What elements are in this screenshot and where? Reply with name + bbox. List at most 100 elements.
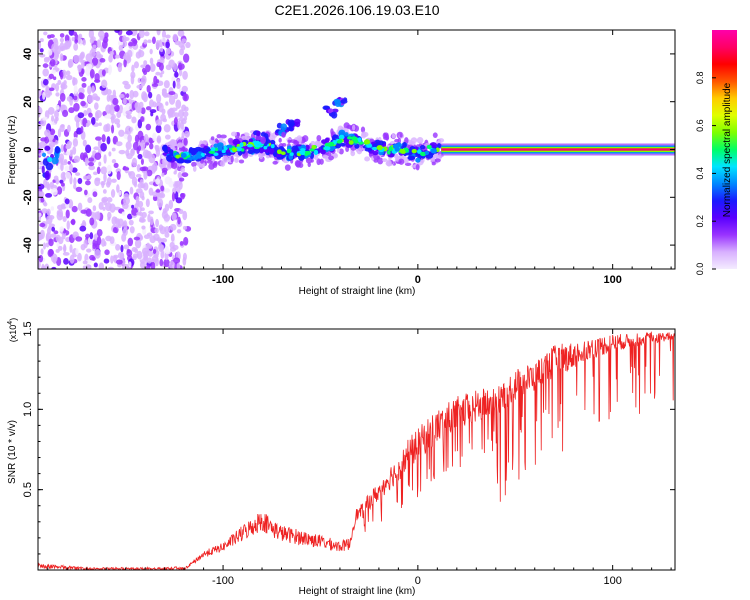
colorbar-bar: [712, 30, 737, 269]
track-halo-blob: [216, 134, 222, 139]
noise-blob: [143, 60, 148, 66]
track-core-blob: [180, 152, 187, 158]
noise-blob: [178, 209, 184, 215]
noise-blob: [92, 171, 98, 176]
noise-blob: [159, 244, 165, 252]
noise-blob: [111, 216, 118, 226]
noise-blob: [114, 54, 121, 59]
noise-blob: [62, 109, 69, 118]
noise-blob: [122, 227, 128, 236]
noise-blob: [77, 177, 83, 185]
snr-multiplier-close: ): [8, 318, 18, 321]
noise-blob: [57, 79, 62, 85]
track-blob: [378, 140, 384, 146]
noise-blob: [83, 175, 89, 180]
noise-blob: [177, 171, 183, 179]
noise-blob: [85, 180, 91, 186]
noise-blob: [148, 187, 154, 196]
noise-blob: [156, 135, 162, 144]
noise-blob: [118, 93, 125, 99]
noise-blob: [183, 116, 188, 121]
noise-blob: [60, 162, 64, 172]
track-halo-blob: [166, 162, 172, 170]
noise-blob: [59, 226, 65, 232]
track-blob: [419, 145, 426, 150]
noise-blob: [99, 58, 106, 63]
noise-blob: [94, 177, 101, 182]
noise-blob: [84, 157, 89, 167]
noise-blob: [171, 107, 178, 112]
noise-cluster-blob: [47, 156, 53, 163]
noise-blob: [137, 145, 142, 152]
noise-blob: [118, 129, 125, 137]
noise-blob: [47, 34, 52, 39]
spectrogram-y-axis-label: Frequency (Hz): [7, 116, 18, 185]
noise-blob: [43, 57, 50, 63]
snr-background: [38, 329, 675, 570]
track-halo-blob: [398, 158, 405, 165]
noise-blob: [141, 211, 147, 218]
noise-blob: [87, 94, 94, 104]
noise-blob: [100, 166, 108, 175]
noise-blob: [72, 77, 78, 86]
noise-blob: [156, 30, 161, 36]
track-blob: [232, 138, 240, 146]
track-core-blob: [338, 134, 345, 140]
noise-blob: [89, 217, 95, 226]
noise-blob: [93, 146, 100, 151]
track-blob: [253, 147, 261, 154]
noise-blob: [106, 94, 111, 102]
noise-blob: [89, 68, 95, 79]
noise-blob: [144, 150, 152, 159]
track-core-blob: [175, 154, 180, 159]
upper-branch-blob: [327, 109, 333, 114]
noise-blob: [131, 116, 137, 124]
track-halo-blob: [198, 161, 206, 169]
noise-blob: [77, 252, 82, 262]
track-core-blob: [226, 144, 233, 149]
noise-blob: [107, 266, 114, 269]
track-blob: [372, 150, 379, 156]
noise-blob: [103, 241, 107, 247]
noise-cluster-blob: [51, 156, 59, 165]
noise-blob: [40, 137, 48, 142]
noise-blob: [77, 112, 85, 119]
noise-blob: [42, 242, 47, 250]
noise-blob: [158, 62, 164, 71]
noise-blob: [130, 30, 138, 37]
track-halo-blob: [305, 157, 313, 164]
noise-blob: [100, 181, 106, 186]
noise-blob: [155, 218, 159, 228]
track-blob: [338, 129, 346, 137]
noise-blob: [75, 172, 81, 176]
noise-blob: [78, 57, 83, 63]
noise-blob: [57, 245, 63, 251]
noise-blob: [165, 101, 169, 106]
noise-blob: [48, 215, 55, 220]
upper-branch-blob: [340, 99, 348, 104]
noise-blob: [59, 92, 66, 102]
track-halo-blob: [294, 160, 301, 167]
noise-blob: [94, 249, 101, 259]
track-halo-blob: [259, 153, 264, 160]
track-blob: [324, 137, 330, 143]
noise-blob: [161, 30, 167, 39]
track-core-blob: [289, 152, 294, 157]
noise-blob: [129, 89, 135, 100]
noise-blob: [132, 141, 140, 151]
noise-blob: [89, 37, 95, 44]
upper-branch-blob: [286, 127, 294, 132]
noise-blob: [103, 154, 107, 164]
noise-blob: [69, 149, 73, 157]
colorbar-tick-label: 0.6: [695, 119, 705, 132]
x-tick-label: 0: [415, 274, 421, 286]
noise-blob: [163, 80, 170, 89]
noise-blob: [85, 53, 93, 62]
noise-blob: [131, 157, 138, 167]
noise-blob: [182, 70, 188, 80]
noise-blob: [174, 71, 179, 78]
noise-blob: [155, 119, 163, 126]
noise-blob: [172, 80, 176, 89]
noise-blob: [181, 172, 189, 178]
noise-blob: [69, 163, 74, 173]
